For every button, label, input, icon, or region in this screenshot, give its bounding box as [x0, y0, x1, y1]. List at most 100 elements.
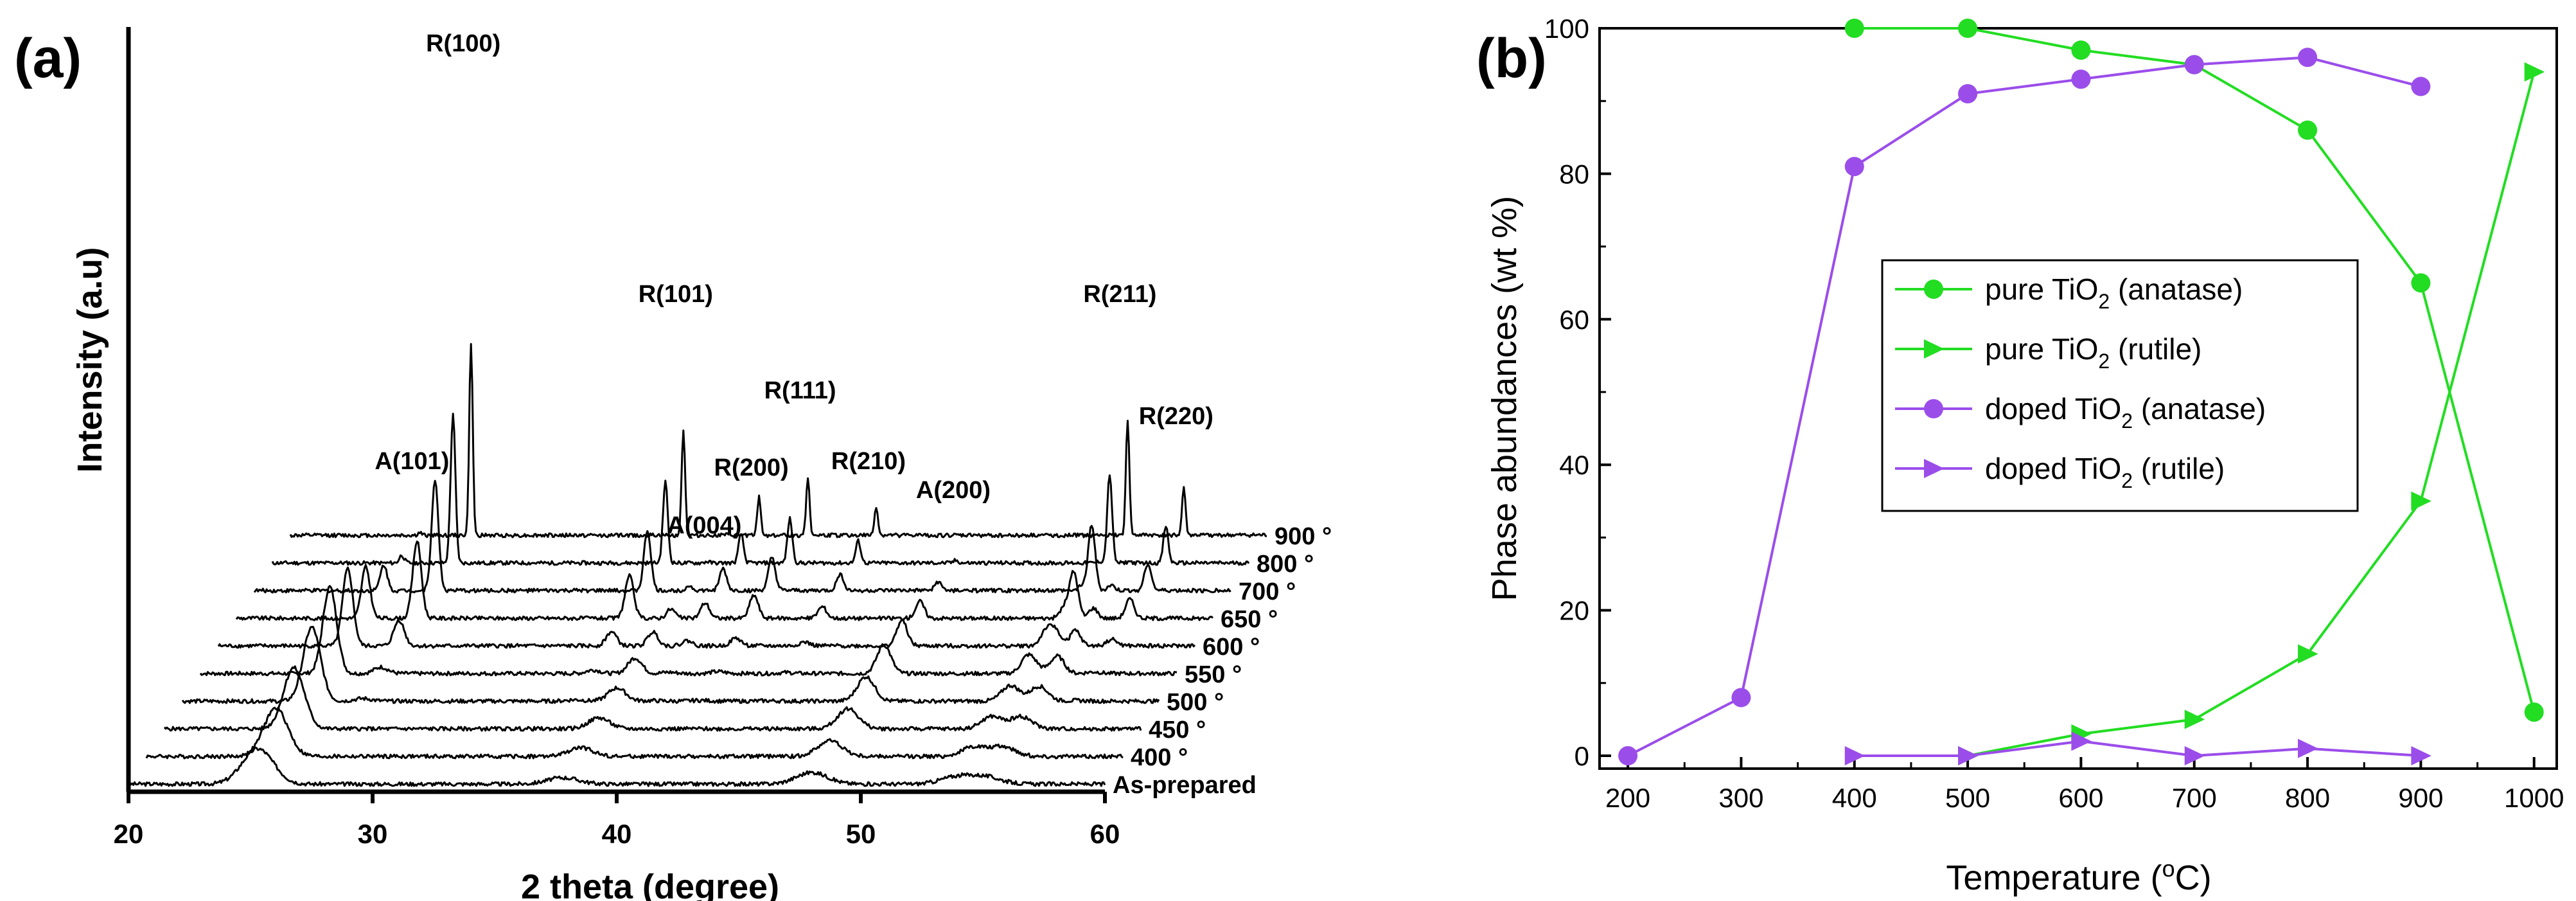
xrd-pattern-line — [181, 625, 1160, 704]
xrd-peak-label: R(200) — [714, 454, 789, 481]
xrd-peak-label: R(211) — [1083, 281, 1156, 308]
phase-point — [2071, 40, 2091, 60]
phase-point — [2184, 746, 2205, 765]
phase-point — [2071, 731, 2092, 751]
phase-point — [2411, 491, 2431, 511]
phase-x-tick-label: 700 — [2172, 783, 2217, 813]
xrd-x-tick-label: 50 — [846, 819, 876, 849]
xrd-x-tick-label: 40 — [602, 819, 632, 849]
phase-x-tick-label: 200 — [1605, 783, 1650, 813]
phase-point — [1958, 84, 1978, 103]
xrd-pattern-label: 700 ° — [1239, 578, 1296, 605]
legend-swatch-marker — [1924, 280, 1943, 299]
phase-series-line — [1967, 71, 2536, 757]
phase-point — [2411, 746, 2431, 765]
xrd-pattern-line — [199, 585, 1178, 677]
panel-a-label: (a) — [14, 28, 82, 89]
xrd-pattern-line — [145, 706, 1124, 760]
phase-point — [2524, 702, 2544, 722]
phase-series-line — [1854, 740, 2421, 758]
phase-point — [2298, 48, 2318, 67]
xrd-x-tick-label: 60 — [1090, 819, 1120, 849]
phase-point — [1844, 746, 1866, 765]
phase-x-tick-label: 900 — [2398, 783, 2443, 813]
xrd-peak-label: R(220) — [1139, 403, 1213, 430]
xrd-pattern-line — [217, 566, 1196, 649]
phase-point — [1618, 746, 1638, 765]
xrd-pattern-label: 600 ° — [1203, 634, 1260, 661]
plot-frame — [1598, 27, 2558, 770]
xrd-pattern-label: 550 ° — [1185, 661, 1242, 688]
panel-a: (a) Intensity (a.u) 20 30 40 50 60 2 theta (… — [14, 27, 1332, 901]
xrd-patterns — [127, 343, 1267, 787]
phase-axis-ticks: 200 300 400 500 600 700 800 900 1000 0 20 40 60 80 100 — [1544, 13, 2564, 813]
xrd-peak-label: R(111) — [764, 377, 836, 404]
xrd-x-ticks: 20 30 40 50 60 — [114, 792, 1120, 849]
legend-entry-suffix: (rutile) — [2110, 332, 2201, 366]
phase-series — [1618, 19, 2545, 765]
phase-y-tick-label: 40 — [1559, 450, 1589, 480]
xrd-pattern-line — [163, 665, 1142, 732]
xrd-pattern-line — [271, 413, 1250, 566]
phase-point — [1844, 157, 1864, 177]
phase-point — [1844, 19, 1864, 38]
xrd-x-axis-title: 2 theta (degree) — [521, 868, 779, 901]
panel-b: (b) 200 300 400 500 600 700 800 900 1000 0 20 40 60 8… — [1476, 13, 2564, 897]
phase-x-tick-label: 500 — [1945, 783, 1990, 813]
phase-x-tick-label: 800 — [2285, 783, 2330, 813]
legend-entry-prefix: doped TiO — [1985, 452, 2121, 485]
xrd-pattern-label: 900 ° — [1275, 523, 1332, 550]
phase-x-axis-title: Temperature (oC) — [1946, 855, 2211, 898]
legend-entry-suffix: (rutile) — [2133, 452, 2225, 485]
phase-y-tick-label: 100 — [1544, 13, 1589, 44]
legend-entry-subscript: 2 — [2121, 409, 2133, 433]
legend-entry-prefix: doped TiO — [1985, 392, 2121, 425]
legend-entry-prefix: pure TiO — [1985, 272, 2098, 306]
xrd-x-tick-label: 30 — [358, 819, 388, 849]
xrd-pattern-label: 500 ° — [1167, 689, 1224, 716]
phase-point — [2298, 738, 2318, 758]
legend-entry-subscript: 2 — [2098, 350, 2110, 373]
xrd-peak-label: A(004) — [667, 512, 741, 539]
phase-point — [1731, 688, 1751, 708]
phase-point — [2524, 62, 2545, 82]
xrd-y-axis-title: Intensity (a.u) — [71, 247, 109, 472]
legend-entry-suffix: (anatase) — [2133, 392, 2266, 425]
phase-x-tick-label: 300 — [1718, 783, 1763, 813]
phase-series-line — [1627, 56, 2421, 757]
phase-y-tick-label: 60 — [1559, 305, 1589, 335]
phase-x-tick-label: 400 — [1832, 783, 1877, 813]
phase-y-tick-label: 0 — [1575, 741, 1589, 771]
phase-point — [2184, 55, 2204, 75]
panel-b-label: (b) — [1476, 28, 1547, 89]
phase-point — [2298, 120, 2318, 140]
legend: pure TiO2 (anatase)pure TiO2 (rutile)dop… — [1881, 259, 2359, 512]
legend-swatch-marker — [1924, 339, 1945, 359]
xrd-pattern-label: 450 ° — [1149, 717, 1206, 744]
phase-y-axis-title: Phase abundances (wt %) — [1485, 196, 1524, 601]
legend-entry-subscript: 2 — [2121, 469, 2133, 492]
phase-x-tick-label: 1000 — [2504, 783, 2564, 813]
xrd-peak-label: R(100) — [426, 30, 500, 57]
legend-entry-subscript: 2 — [2098, 290, 2110, 313]
legend-entry: doped TiO2 (rutile) — [1985, 452, 2225, 492]
xrd-pattern-label: 800 ° — [1257, 551, 1314, 578]
xrd-pattern-label: 650 ° — [1221, 606, 1278, 633]
legend-entry-suffix: (anatase) — [2110, 272, 2243, 306]
phase-point — [1958, 19, 1978, 38]
xrd-peak-labels: A(101) R(100) A(004) R(101) R(200) R(111) R(21… — [375, 30, 1213, 539]
phase-point — [1958, 746, 1979, 765]
phase-x-tick-label: 600 — [2058, 783, 2103, 813]
xrd-peak-label: A(200) — [916, 477, 991, 504]
xrd-pattern-label: As-prepared — [1113, 772, 1257, 799]
xrd-peak-label: A(101) — [375, 448, 449, 475]
xrd-pattern-line — [127, 746, 1106, 787]
legend-entry: doped TiO2 (anatase) — [1985, 392, 2266, 433]
xrd-peak-label: R(101) — [639, 281, 713, 308]
phase-point — [2071, 69, 2091, 89]
xrd-pattern-line — [289, 343, 1267, 539]
phase-point — [2411, 76, 2431, 96]
xrd-x-tick-label: 20 — [114, 819, 144, 849]
